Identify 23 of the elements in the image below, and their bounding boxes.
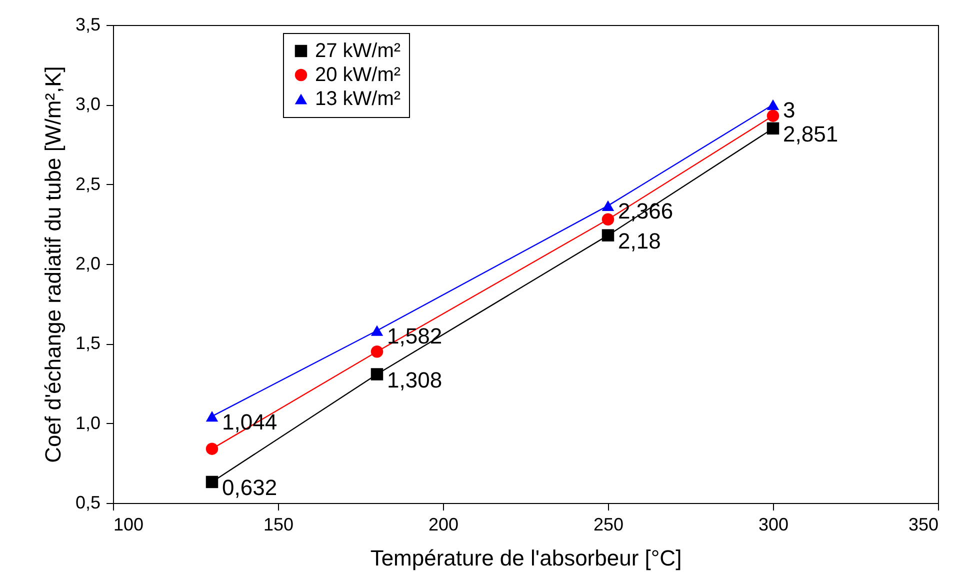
legend-label: 13 kW/m² [315, 88, 401, 110]
data-label: 2,851 [783, 121, 838, 146]
y-tick-label: 3,5 [75, 14, 100, 34]
y-tick-label: 3,0 [75, 94, 100, 114]
data-label: 3 [783, 98, 796, 123]
x-tick-label: 350 [908, 514, 938, 534]
y-tick-label: 2,0 [75, 254, 100, 274]
y-tick-label: 0,5 [75, 492, 100, 512]
x-tick-label: 300 [758, 514, 789, 534]
data-label: 2,18 [618, 228, 661, 254]
y-tick-label: 2,5 [75, 174, 100, 194]
y-tick-label: 1,5 [75, 333, 100, 354]
data-label: 1,308 [387, 367, 442, 392]
data-label: 0,632 [222, 474, 278, 500]
y-tick-label: 1,0 [75, 412, 100, 433]
legend-label: 20 kW/m² [315, 64, 401, 86]
legend-label: 27 kW/m² [315, 40, 401, 62]
x-tick-label: 250 [593, 514, 624, 534]
x-tick-label: 100 [114, 514, 144, 534]
x-tick-label: 150 [263, 514, 294, 534]
y-axis-title: Coef d'échange radiatif du tube [W/m²,K] [40, 66, 66, 463]
x-tick-label: 200 [428, 514, 459, 534]
x-axis-title: Température de l'absorbeur [°C] [370, 546, 682, 570]
